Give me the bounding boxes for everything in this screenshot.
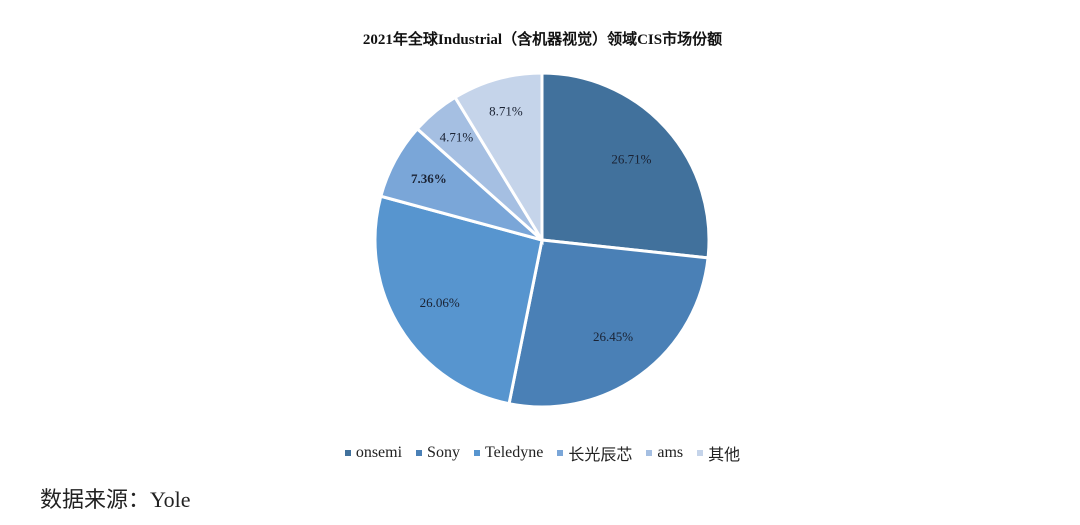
legend-item-onsemi: onsemi (344, 444, 403, 462)
pie-slice-Teledyne (373, 194, 544, 406)
legend-label: ams (657, 444, 684, 461)
legend-item-ams: ams (646, 444, 683, 462)
pie-slice-onsemi (540, 71, 711, 260)
slice-label: 26.45% (593, 329, 633, 344)
slice-label: 26.06% (420, 295, 460, 310)
legend-label: 长光辰芯 (568, 447, 633, 464)
legend-swatch-icon (557, 450, 564, 456)
pie-slices (373, 71, 711, 409)
legend-item-other: 其他 (697, 441, 740, 465)
slice-label: 8.71% (489, 103, 523, 118)
slice-label: 4.71% (440, 129, 474, 144)
pie-slice-其他 (453, 71, 544, 246)
legend-label: Teledyne (484, 444, 544, 461)
legend-swatch-icon (473, 450, 480, 456)
legend-label: Sony (427, 444, 460, 461)
pie-chart: 26.71% 26.45% 26.06% 7.36% 4.71% 8.71% (373, 71, 711, 409)
slice-label: 26.71% (611, 152, 651, 167)
legend-item-gpixel: 长光辰芯 (557, 441, 632, 465)
slice-label: 7.36% (411, 171, 447, 186)
pie-slice-Sony (507, 238, 710, 409)
legend-swatch-icon (344, 450, 351, 456)
legend-label: 其他 (708, 447, 741, 464)
legend-swatch-icon (646, 450, 653, 456)
legend-item-teledyne: Teledyne (473, 444, 544, 462)
legend-label: onsemi (355, 444, 403, 461)
chart-title: 2021年全球Industrial（含机器视觉）领域CIS市场份额 (362, 32, 723, 48)
data-source-note: 数据来源：Yole (40, 487, 191, 512)
legend-swatch-icon (697, 450, 704, 456)
legend-swatch-icon (416, 450, 423, 456)
chart-legend: onsemi Sony Teledyne 长光辰芯 ams 其他 (0, 441, 1080, 465)
legend-item-sony: Sony (416, 444, 460, 462)
pie-labels: 26.71% 26.45% 26.06% 7.36% 4.71% 8.71% (411, 103, 652, 344)
